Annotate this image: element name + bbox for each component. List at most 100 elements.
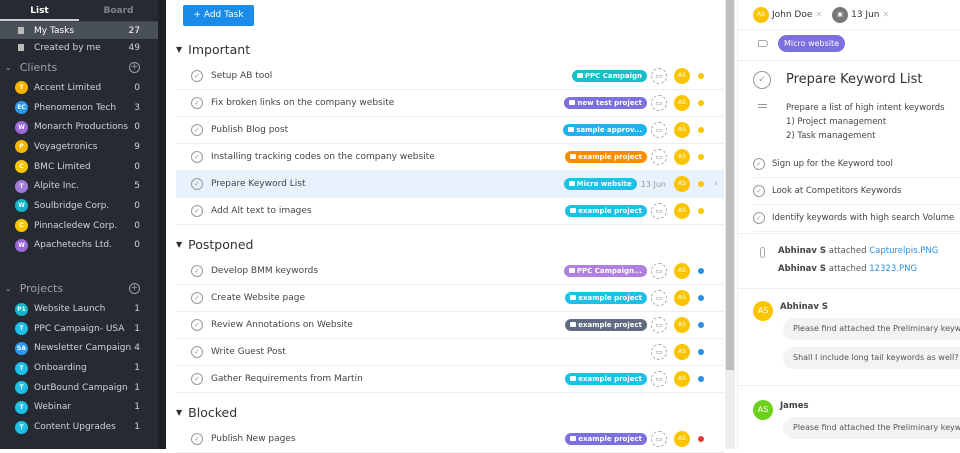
assignee-avatar[interactable]: AS: [674, 95, 690, 111]
priority-dot[interactable]: [698, 349, 704, 355]
attachment-link[interactable]: Capturelpis.PNG: [869, 246, 939, 256]
sidebar-clients-item[interactable]: W Apachetechs Ltd. 0: [0, 236, 158, 256]
task-row[interactable]: ✓ Create Website page example project ▭ …: [176, 285, 724, 312]
calendar-icon[interactable]: ▭: [651, 263, 667, 279]
sidebar-clients-item[interactable]: C BMC Limited 0: [0, 157, 158, 177]
project-tag[interactable]: PPC Campaign: [571, 70, 647, 82]
due-date[interactable]: 13 Jun: [851, 9, 880, 20]
priority-dot[interactable]: [698, 322, 704, 328]
task-row[interactable]: ✓ Setup AB tool PPC Campaign ▭ AS: [176, 63, 724, 90]
check-circle-icon[interactable]: ✓: [191, 433, 203, 445]
assignee-avatar[interactable]: AS: [674, 122, 690, 138]
subtask-item[interactable]: ✓ Sign up for the Keyword tool: [753, 151, 960, 178]
chevron-right-icon[interactable]: ›: [714, 179, 718, 189]
task-row[interactable]: ✓ Fix broken links on the company websit…: [176, 90, 724, 117]
priority-dot[interactable]: [698, 436, 704, 442]
add-project-icon[interactable]: +: [129, 282, 140, 294]
project-tag[interactable]: example project: [565, 373, 647, 385]
sidebar-clients-item[interactable]: EC Phenomenon Tech 3: [0, 98, 158, 118]
calendar-icon[interactable]: ▭: [651, 431, 667, 447]
project-tag[interactable]: example project: [565, 151, 647, 163]
project-tag[interactable]: Micro website: [563, 178, 637, 190]
check-circle-icon[interactable]: ✓: [753, 158, 765, 170]
project-tag[interactable]: example project: [565, 292, 647, 304]
priority-dot[interactable]: [698, 208, 704, 214]
priority-dot[interactable]: [698, 181, 704, 187]
assignee-avatar[interactable]: AS: [674, 203, 690, 219]
section-header[interactable]: ▼ Important: [176, 42, 250, 57]
sidebar-clients-item[interactable]: C Pinnacledew Corp. 0: [0, 216, 158, 236]
subtask-item[interactable]: ✓ Look at Competitors Keywords: [753, 178, 960, 205]
assignee-avatar[interactable]: AS: [674, 431, 690, 447]
sidebar-scrollbar[interactable]: [158, 0, 166, 449]
check-circle-icon[interactable]: ✓: [191, 205, 203, 217]
project-tag[interactable]: example project: [565, 433, 647, 445]
calendar-icon[interactable]: ▭: [651, 317, 667, 333]
calendar-icon[interactable]: ▭: [651, 149, 667, 165]
task-row[interactable]: ✓ Prepare Keyword List Micro website 13 …: [176, 171, 724, 198]
calendar-icon[interactable]: ▭: [651, 290, 667, 306]
remove-due-icon[interactable]: ✕: [882, 10, 890, 19]
task-row[interactable]: ✓ Add Alt text to images example project…: [176, 198, 724, 225]
check-circle-icon[interactable]: ✓: [191, 97, 203, 109]
check-circle-icon[interactable]: ✓: [191, 70, 203, 82]
subtask-item[interactable]: ✓ Identify keywords with high search Volu…: [753, 205, 960, 232]
priority-dot[interactable]: [698, 127, 704, 133]
assignee-avatar[interactable]: AS: [674, 149, 690, 165]
task-title[interactable]: Prepare Keyword List: [786, 72, 923, 87]
projects-header[interactable]: ⌄ Projects +: [0, 277, 158, 299]
assignee-name[interactable]: John Doe: [772, 9, 813, 20]
assignee-avatar[interactable]: AS: [674, 317, 690, 333]
sidebar-clients-item[interactable]: T Accent Limited 0: [0, 78, 158, 98]
add-task-button[interactable]: + Add Task: [183, 5, 254, 26]
task-row[interactable]: ✓ Publish Blog post sample approv... ▭ A…: [176, 117, 724, 144]
priority-dot[interactable]: [698, 100, 704, 106]
sidebar-clients-item[interactable]: P Voyagetronics 9: [0, 137, 158, 157]
task-row[interactable]: ✓ Gather Requirements from Martin exampl…: [176, 366, 724, 393]
check-circle-icon[interactable]: ✓: [191, 151, 203, 163]
project-tag[interactable]: new test project: [564, 97, 647, 109]
check-circle-icon[interactable]: ✓: [191, 178, 203, 190]
check-circle-icon[interactable]: ✓: [191, 319, 203, 331]
remove-assignee-icon[interactable]: ✕: [815, 10, 823, 19]
assignee-avatar[interactable]: AS: [674, 68, 690, 84]
complete-task-icon[interactable]: ✓: [753, 71, 771, 89]
priority-dot[interactable]: [698, 295, 704, 301]
calendar-icon[interactable]: ▭: [651, 371, 667, 387]
sidebar-projects-item[interactable]: T PPC Campaign- USA 1: [0, 319, 158, 339]
clients-header[interactable]: ⌄ Clients +: [0, 56, 158, 78]
due-date[interactable]: 13 Jun: [640, 179, 666, 189]
task-list-scrollbar[interactable]: [725, 0, 735, 449]
section-header[interactable]: ▼ Postponed: [176, 237, 253, 252]
task-row[interactable]: ✓ Review Annotations on Website example …: [176, 312, 724, 339]
filter-item[interactable]: My Tasks 27: [0, 22, 158, 39]
project-tag[interactable]: sample approv...: [563, 124, 647, 136]
tab-list[interactable]: List: [0, 0, 79, 21]
assignee-avatar[interactable]: AS: [674, 176, 690, 192]
add-client-icon[interactable]: +: [129, 61, 140, 73]
sidebar-projects-item[interactable]: P1 Website Launch 1: [0, 299, 158, 319]
calendar-icon[interactable]: ▭: [651, 95, 667, 111]
task-row[interactable]: ✓ Develop BMM keywords PPC Campaign... ▭…: [176, 258, 724, 285]
check-circle-icon[interactable]: ✓: [191, 292, 203, 304]
project-tag[interactable]: PPC Campaign...: [563, 265, 647, 277]
priority-dot[interactable]: [698, 376, 704, 382]
sidebar-clients-item[interactable]: T Alpite Inc. 5: [0, 176, 158, 196]
priority-dot[interactable]: [698, 73, 704, 79]
project-tag[interactable]: Micro website: [778, 35, 846, 52]
assignee-avatar[interactable]: AS: [674, 263, 690, 279]
sidebar-clients-item[interactable]: W Soulbridge Corp. 0: [0, 196, 158, 216]
sidebar-projects-item[interactable]: T Webinar 1: [0, 398, 158, 418]
task-row[interactable]: ✓ Installing tracking codes on the compa…: [176, 144, 724, 171]
task-row[interactable]: ✓ Write Guest Post ▭ AS: [176, 339, 724, 366]
priority-dot[interactable]: [698, 154, 704, 160]
check-circle-icon[interactable]: ✓: [191, 373, 203, 385]
sidebar-projects-item[interactable]: T OutBound Campaign 1: [0, 378, 158, 398]
sidebar-projects-item[interactable]: T Onboarding 1: [0, 358, 158, 378]
check-circle-icon[interactable]: ✓: [191, 124, 203, 136]
calendar-icon[interactable]: ▭: [651, 203, 667, 219]
assignee-avatar[interactable]: AS: [674, 290, 690, 306]
scrollbar-thumb[interactable]: [726, 0, 734, 370]
check-circle-icon[interactable]: ✓: [753, 212, 765, 224]
task-description[interactable]: Prepare a list of high intent keywords 1…: [786, 101, 945, 143]
